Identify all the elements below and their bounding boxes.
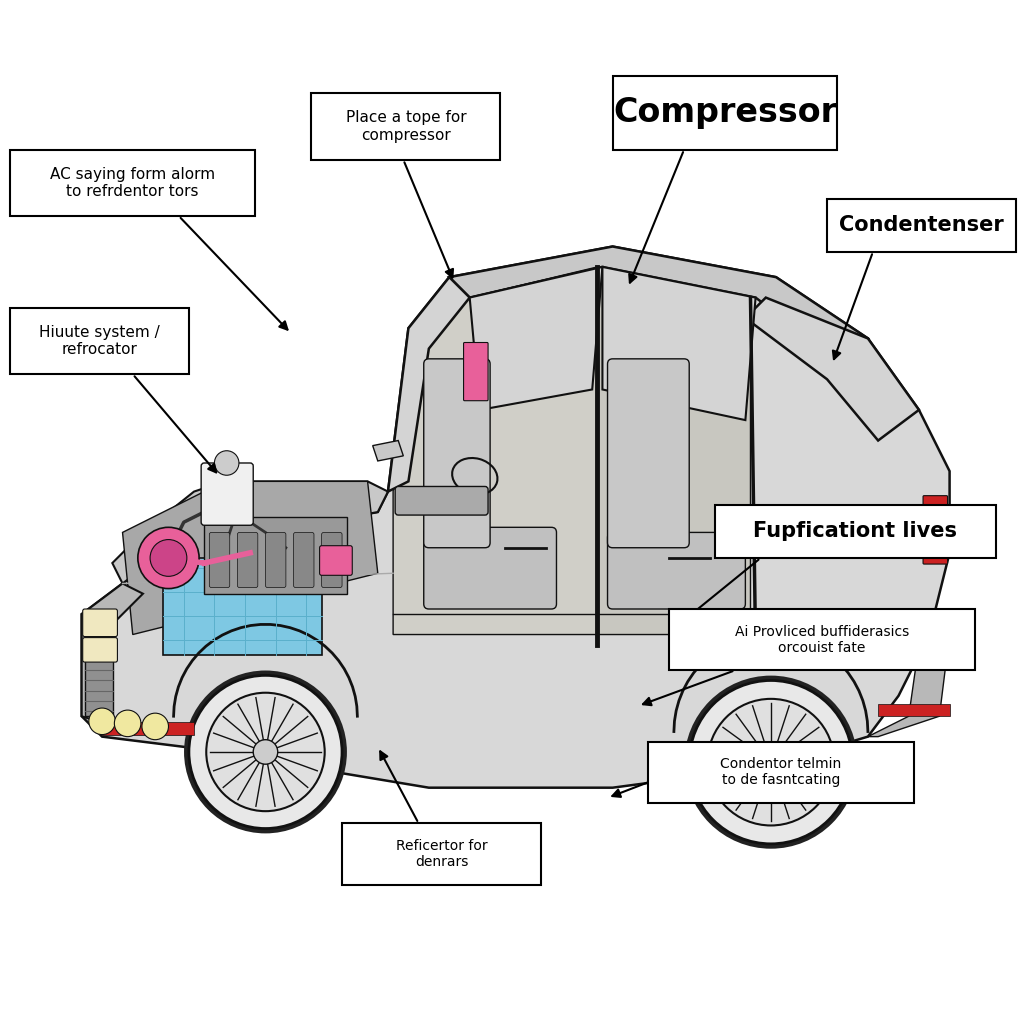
FancyBboxPatch shape bbox=[311, 93, 501, 160]
Polygon shape bbox=[373, 440, 403, 461]
Polygon shape bbox=[470, 267, 602, 410]
Circle shape bbox=[138, 527, 199, 589]
Polygon shape bbox=[393, 267, 597, 635]
FancyBboxPatch shape bbox=[10, 150, 255, 216]
Polygon shape bbox=[597, 267, 751, 635]
Circle shape bbox=[253, 739, 278, 764]
Polygon shape bbox=[868, 635, 949, 736]
Polygon shape bbox=[82, 584, 143, 726]
Text: Condentor telmin
to de fasntcating: Condentor telmin to de fasntcating bbox=[721, 758, 842, 787]
Circle shape bbox=[115, 710, 141, 736]
Circle shape bbox=[708, 698, 835, 825]
FancyBboxPatch shape bbox=[83, 638, 118, 663]
FancyBboxPatch shape bbox=[464, 342, 488, 400]
FancyBboxPatch shape bbox=[85, 640, 114, 716]
Polygon shape bbox=[745, 298, 919, 440]
FancyBboxPatch shape bbox=[424, 358, 490, 548]
Polygon shape bbox=[123, 481, 378, 635]
FancyBboxPatch shape bbox=[424, 527, 556, 609]
Text: Hiuute system /
refrocator: Hiuute system / refrocator bbox=[39, 325, 160, 357]
FancyBboxPatch shape bbox=[879, 703, 949, 716]
Text: AC saying form alorm
to refrdentor tors: AC saying form alorm to refrdentor tors bbox=[50, 167, 215, 199]
FancyBboxPatch shape bbox=[209, 532, 229, 588]
Circle shape bbox=[89, 708, 116, 734]
FancyBboxPatch shape bbox=[319, 546, 352, 575]
Polygon shape bbox=[113, 481, 388, 584]
FancyBboxPatch shape bbox=[607, 532, 745, 609]
Circle shape bbox=[206, 692, 325, 811]
Circle shape bbox=[188, 676, 342, 828]
FancyBboxPatch shape bbox=[715, 505, 995, 558]
FancyBboxPatch shape bbox=[10, 308, 188, 374]
FancyBboxPatch shape bbox=[102, 722, 194, 734]
Polygon shape bbox=[388, 278, 470, 492]
FancyBboxPatch shape bbox=[164, 558, 322, 655]
FancyBboxPatch shape bbox=[607, 358, 689, 548]
Polygon shape bbox=[602, 267, 756, 420]
Text: Condentenser: Condentenser bbox=[839, 215, 1004, 236]
FancyBboxPatch shape bbox=[612, 76, 838, 150]
Polygon shape bbox=[82, 247, 949, 787]
FancyBboxPatch shape bbox=[204, 517, 347, 594]
FancyBboxPatch shape bbox=[238, 532, 258, 588]
FancyBboxPatch shape bbox=[648, 741, 913, 803]
Text: Place a tope for
compressor: Place a tope for compressor bbox=[345, 111, 466, 142]
FancyBboxPatch shape bbox=[342, 823, 541, 885]
FancyBboxPatch shape bbox=[265, 532, 286, 588]
Circle shape bbox=[757, 748, 785, 776]
Text: Reficertor for
denrars: Reficertor for denrars bbox=[396, 839, 487, 869]
Text: Compressor: Compressor bbox=[613, 96, 837, 129]
FancyBboxPatch shape bbox=[201, 463, 253, 525]
Circle shape bbox=[214, 451, 239, 475]
FancyBboxPatch shape bbox=[395, 486, 488, 515]
FancyBboxPatch shape bbox=[827, 199, 1016, 252]
FancyBboxPatch shape bbox=[322, 532, 342, 588]
Circle shape bbox=[142, 713, 169, 739]
FancyBboxPatch shape bbox=[294, 532, 314, 588]
Text: Ai Provliced buffiderasics
orcouist fate: Ai Provliced buffiderasics orcouist fate bbox=[735, 625, 909, 654]
FancyBboxPatch shape bbox=[83, 609, 118, 637]
FancyBboxPatch shape bbox=[923, 496, 947, 564]
Circle shape bbox=[151, 540, 186, 577]
Circle shape bbox=[689, 681, 853, 844]
Text: Fupficationt lives: Fupficationt lives bbox=[753, 521, 957, 542]
Polygon shape bbox=[450, 247, 868, 358]
FancyBboxPatch shape bbox=[669, 609, 975, 671]
